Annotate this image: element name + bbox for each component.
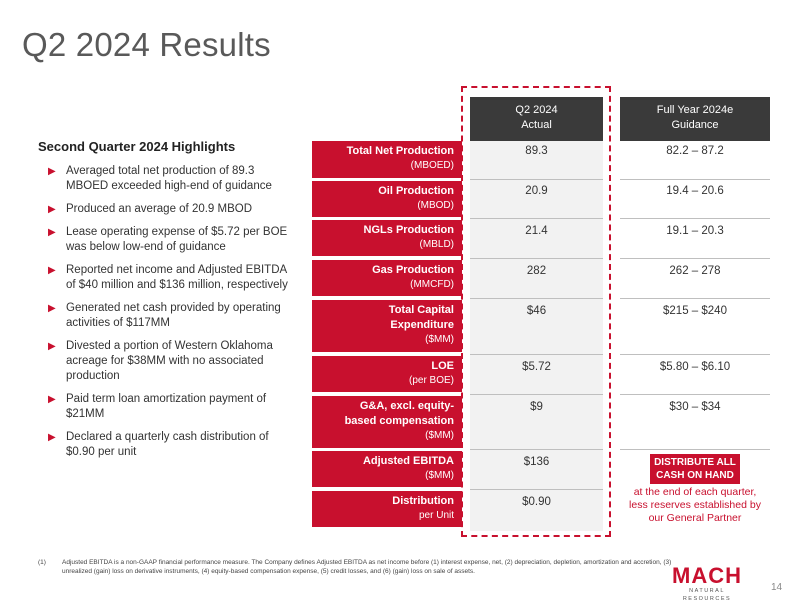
q2-column-background — [470, 141, 603, 531]
distribution-policy-note: DISTRIBUTE ALL CASH ON HAND at the end o… — [620, 454, 770, 525]
fy-guidance-header: Full Year 2024e Guidance — [620, 97, 770, 141]
arrow-bullet-icon: ▶ — [48, 394, 56, 405]
row-label-oil-production: Oil Production (MBOD) — [312, 181, 462, 217]
q2-value-gas-production: 282 — [526, 265, 547, 277]
row-separator — [620, 354, 770, 355]
fy-value-g-and-a: $30 – $34 — [669, 401, 721, 413]
arrow-bullet-icon: ▶ — [48, 303, 56, 314]
highlight-item: ▶ Produced an average of 20.9 MBOD — [48, 203, 253, 215]
row-label-adjusted-ebitda: Adjusted EBITDA ($MM) — [312, 451, 462, 487]
highlight-item: ▶ Generated net cash provided by operatin… — [48, 302, 281, 329]
row-label-g-and-a: G&A, excl. equity- based compensation ($… — [312, 396, 462, 448]
q2-actual-header: Q2 2024 Actual — [470, 97, 603, 141]
footnote-text: Adjusted EBITDA is a non-GAAP financial … — [62, 559, 672, 575]
row-label-distribution: Distribution per Unit — [312, 491, 462, 527]
q2-value-g-and-a: $9 — [530, 401, 543, 413]
highlight-item: ▶ Divested a portion of Western Oklahoma … — [48, 340, 273, 382]
fy-value-total-net-production: 82.2 – 87.2 — [666, 145, 724, 157]
row-separator — [620, 179, 770, 180]
logo-tagline: NATURAL RESOURCES — [682, 588, 732, 602]
row-separator — [620, 298, 770, 299]
highlight-item: ▶ Reported net income and Adjusted EBITDA… — [48, 264, 288, 291]
row-separator — [620, 218, 770, 219]
highlights-panel: Second Quarter 2024 Highlights ▶ Averaged… — [38, 139, 290, 468]
q2-highlight-dashed-box — [461, 86, 611, 537]
row-separator — [470, 449, 603, 450]
highlights-list: ▶ Averaged total net production of 89.3 M… — [38, 164, 290, 460]
row-separator — [620, 258, 770, 259]
q2-value-oil-production: 20.9 — [525, 185, 548, 197]
fy-value-ngls-production: 19.1 – 20.3 — [666, 225, 724, 237]
highlight-item: ▶ Declared a quarterly cash distribution … — [48, 431, 269, 458]
row-label-total-capital-expenditure: Total Capital Expenditure ($MM) — [312, 300, 462, 352]
row-separator — [470, 394, 603, 395]
arrow-bullet-icon: ▶ — [48, 265, 56, 276]
q2-value-ngls-production: 21.4 — [525, 225, 548, 237]
q2-value-total-net-production: 89.3 — [525, 145, 548, 157]
q2-value-distribution: $0.90 — [522, 496, 551, 508]
row-label-total-net-production: Total Net Production (MBOED) — [312, 141, 462, 178]
q2-value-adjusted-ebitda: $136 — [523, 456, 550, 468]
q2-value-total-capex: $46 — [526, 305, 547, 317]
row-separator — [620, 394, 770, 395]
fy-value-gas-production: 262 – 278 — [669, 265, 721, 277]
fy-value-loe: $5.80 – $6.10 — [659, 361, 731, 373]
row-separator — [470, 258, 603, 259]
row-separator — [470, 218, 603, 219]
fy-value-oil-production: 19.4 – 20.6 — [666, 185, 724, 197]
arrow-bullet-icon: ▶ — [48, 204, 56, 215]
row-separator — [470, 179, 603, 180]
row-separator — [470, 489, 603, 490]
footnote-number: (1) — [38, 559, 46, 566]
highlights-heading: Second Quarter 2024 Highlights — [38, 139, 236, 154]
row-label-loe: LOE (per BOE) — [312, 356, 462, 392]
footnote: (1) Adjusted EBITDA is a non-GAAP financ… — [38, 558, 678, 576]
arrow-bullet-icon: ▶ — [48, 166, 56, 177]
highlight-item: ▶ Paid term loan amortization payment of … — [48, 393, 267, 420]
fy-value-total-capex: $215 – $240 — [663, 305, 727, 317]
distribution-policy-text: at the end of each quarter, less reserve… — [629, 486, 761, 524]
row-separator — [620, 449, 770, 450]
arrow-bullet-icon: ▶ — [48, 432, 56, 443]
arrow-bullet-icon: ▶ — [48, 341, 56, 352]
highlight-item: ▶ Averaged total net production of 89.3 M… — [48, 165, 272, 192]
q2-value-loe: $5.72 — [522, 361, 551, 373]
page-number: 14 — [771, 582, 783, 593]
row-label-ngls-production: NGLs Production (MBLD) — [312, 220, 462, 256]
company-logo: MACH NATURAL RESOURCES — [668, 565, 746, 603]
page-title: Q2 2024 Results — [22, 26, 271, 63]
row-separator — [470, 354, 603, 355]
row-separator — [470, 298, 603, 299]
distribute-all-callout: DISTRIBUTE ALL CASH ON HAND — [650, 454, 740, 484]
logo-wordmark: MACH — [672, 563, 742, 588]
row-label-gas-production: Gas Production (MMCFD) — [312, 260, 462, 296]
highlight-item: ▶ Lease operating expense of $5.72 per BO… — [48, 226, 288, 253]
arrow-bullet-icon: ▶ — [48, 227, 56, 238]
